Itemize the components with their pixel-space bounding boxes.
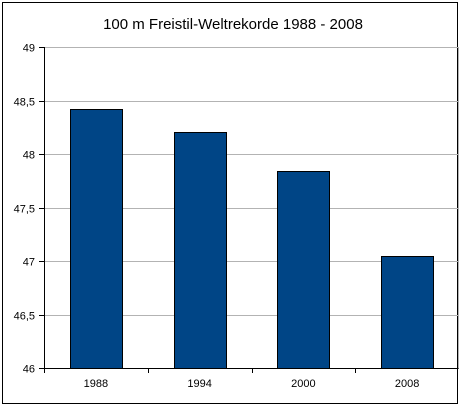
- chart-title: 100 m Freistil-Weltrekorde 1988 - 2008: [103, 16, 363, 33]
- y-tick-label: 48: [23, 150, 35, 162]
- bars: [70, 109, 434, 369]
- y-tick-label: 46,5: [14, 311, 35, 323]
- x-tick-labels: 1988 1994 2000 2008: [84, 378, 420, 390]
- x-tick-label: 1994: [187, 378, 211, 390]
- axes: [44, 47, 459, 369]
- bar-2000: [277, 171, 330, 369]
- y-tick-label: 49: [23, 43, 35, 55]
- x-tick-label: 2008: [395, 378, 419, 390]
- y-tick-labels: 46 46,5 47 47,5 48 48,5 49: [14, 43, 35, 376]
- bar-2008: [381, 256, 434, 369]
- y-tick-label: 47: [23, 257, 35, 269]
- x-tick-label: 1988: [84, 378, 108, 390]
- y-tick-label: 48,5: [14, 97, 35, 109]
- bar-1994: [174, 132, 227, 369]
- y-tick-label: 46: [23, 364, 35, 376]
- y-tick-label: 47,5: [14, 204, 35, 216]
- x-tick-label: 2000: [291, 378, 315, 390]
- bar-1988: [70, 109, 123, 369]
